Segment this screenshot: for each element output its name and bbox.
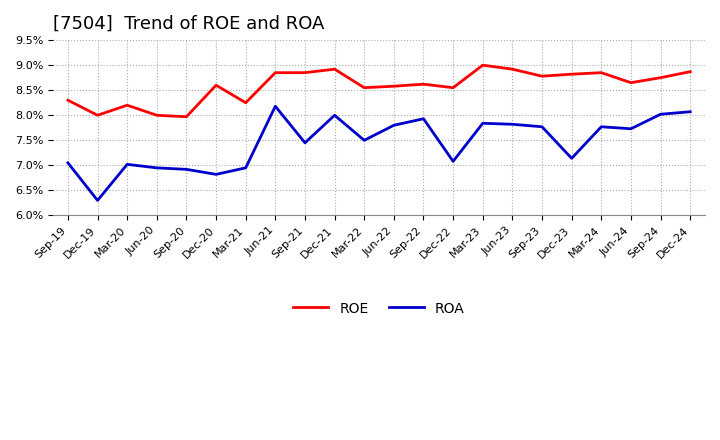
ROE	[182, 114, 191, 119]
ROA	[390, 123, 398, 128]
ROE	[93, 113, 102, 118]
ROA	[360, 138, 369, 143]
ROA	[508, 121, 517, 127]
ROE	[271, 70, 279, 75]
ROA	[63, 160, 72, 165]
Text: [7504]  Trend of ROE and ROA: [7504] Trend of ROE and ROA	[53, 15, 325, 33]
ROA	[686, 109, 695, 114]
ROA	[271, 103, 279, 109]
ROA	[567, 156, 576, 161]
ROE	[390, 84, 398, 89]
ROA	[301, 140, 310, 146]
ROE	[123, 103, 132, 108]
ROA	[449, 159, 457, 164]
ROE	[597, 70, 606, 75]
ROA	[123, 162, 132, 167]
ROE	[153, 113, 161, 118]
ROE	[449, 85, 457, 90]
ROA	[538, 124, 546, 129]
ROE	[567, 72, 576, 77]
Line: ROA: ROA	[68, 106, 690, 200]
ROE	[656, 75, 665, 81]
ROE	[538, 73, 546, 79]
ROE	[479, 62, 487, 68]
ROA	[330, 113, 339, 118]
ROA	[626, 126, 635, 132]
ROA	[182, 167, 191, 172]
ROE	[212, 83, 220, 88]
ROE	[241, 100, 250, 105]
ROE	[626, 80, 635, 85]
Legend: ROE, ROA: ROE, ROA	[288, 296, 470, 321]
ROA	[93, 198, 102, 203]
ROA	[153, 165, 161, 170]
Line: ROE: ROE	[68, 65, 690, 117]
ROA	[419, 116, 428, 121]
ROA	[479, 121, 487, 126]
ROE	[63, 98, 72, 103]
ROA	[597, 124, 606, 129]
ROE	[419, 81, 428, 87]
ROA	[656, 112, 665, 117]
ROE	[508, 66, 517, 72]
ROE	[360, 85, 369, 90]
ROA	[212, 172, 220, 177]
ROA	[241, 165, 250, 170]
ROE	[301, 70, 310, 75]
ROE	[330, 66, 339, 72]
ROE	[686, 69, 695, 74]
